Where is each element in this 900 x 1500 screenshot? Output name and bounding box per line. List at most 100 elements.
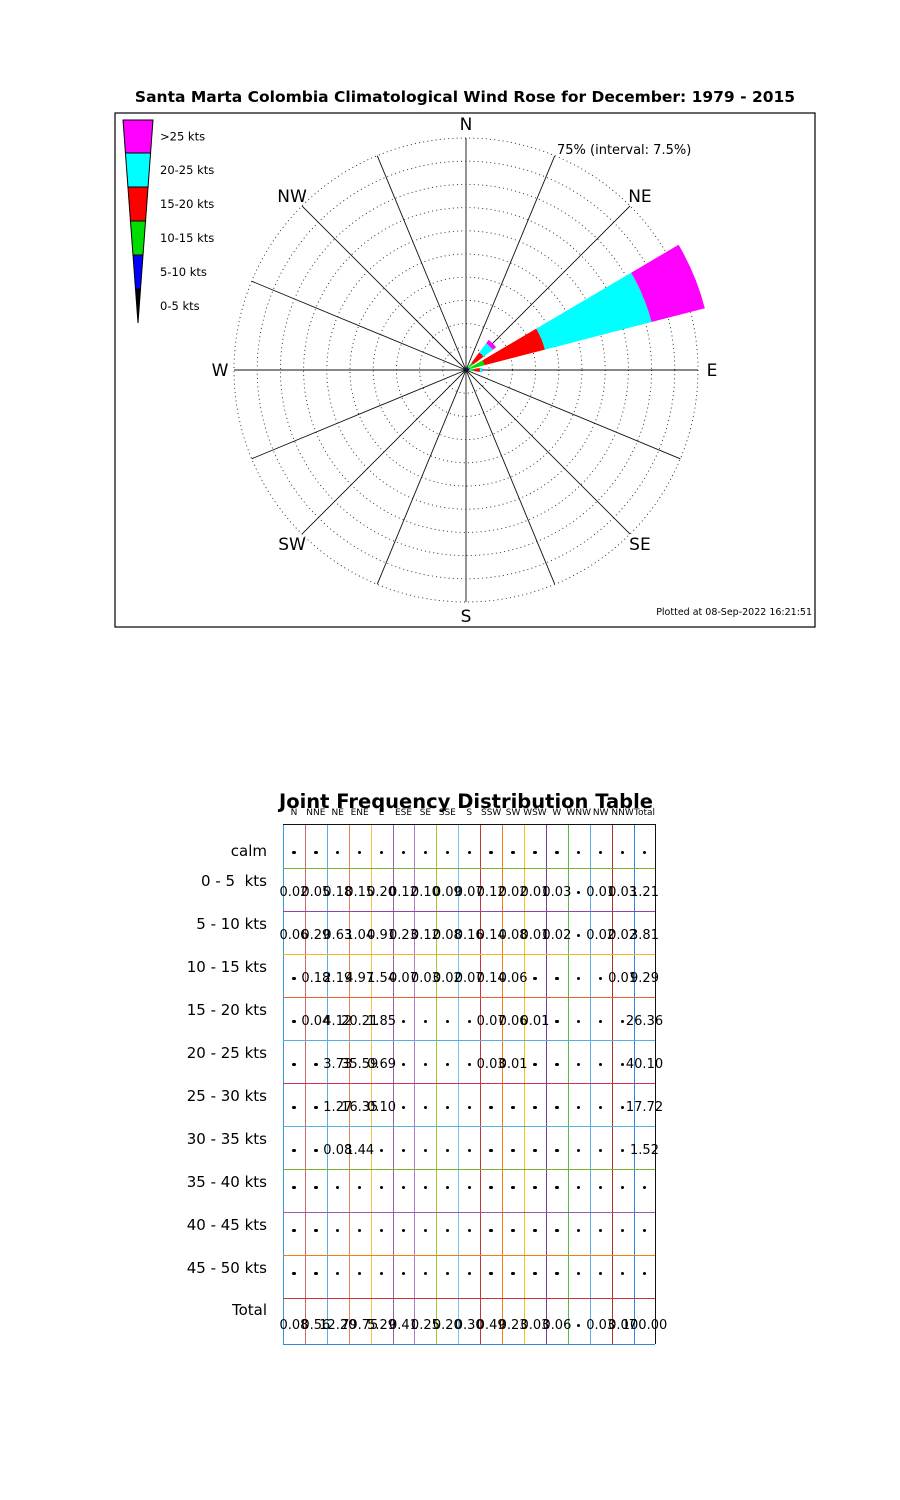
grid-spoke [251,369,467,460]
table-cell-dot [577,1020,581,1024]
table-cell-dot [379,1149,384,1153]
compass-label-S: S [461,607,472,627]
table-cell: 0.49 [476,1318,506,1333]
table-cell: 0.03 [542,885,572,900]
grid-spoke [301,369,467,535]
table-cell: 0.18 [323,885,353,900]
table-cell: 12.20 [319,1318,357,1333]
table-cell-dot [642,1229,647,1233]
table-cell-dot [620,1186,625,1190]
table-cell-dot [533,1229,537,1233]
compass-label-NE: NE [628,187,651,207]
radial-axis-label: 75% (interval: 7.5%) [557,143,692,158]
table-cell: 0.07 [454,971,484,986]
column-header-NW: NW [592,808,609,818]
table-cell-dot [577,1186,581,1190]
table-cell: 16.35 [341,1100,379,1115]
table-cell-dot [467,851,471,855]
table-cell-dot [555,1186,559,1190]
table-cell: 1.44 [345,1143,375,1158]
table-cell-dot [511,851,515,855]
row-label-25---30-kts: 25 - 30 kts [186,1087,267,1105]
grid-hline [283,1126,656,1127]
table-cell: 0.02 [542,928,572,943]
table-cell-dot [577,851,581,855]
table-cell-dot [577,934,581,938]
table-cell: 0.06 [498,1014,528,1029]
table-cell: 26.36 [625,1014,664,1029]
table-cell-dot [423,1229,428,1233]
row-label-Total: Total [231,1301,267,1319]
table-cell: 0.01 [608,971,638,986]
plot-box [114,112,816,628]
grid-spoke [465,369,631,535]
grid-vline [480,824,482,1344]
row-label-35---40-kts: 35 - 40 kts [186,1173,267,1191]
table-cell: 0.15 [345,885,375,900]
table-cell-dot [489,1229,493,1233]
table-cell: 0.08 [498,928,528,943]
grid-spoke [376,155,467,371]
table-cell-dot [445,1063,450,1067]
table-cell-dot [292,977,296,981]
grid-hline [283,1040,656,1041]
column-header-SW: SW [505,808,521,818]
row-label-10---15-kts: 10 - 15 kts [186,958,267,976]
table-cell-dot [620,1149,625,1153]
table-cell: 0.01 [498,1057,528,1072]
table-cell-dot [379,1229,384,1233]
table-cell-dot [336,1272,340,1276]
column-header-SSE: SSE [438,808,456,818]
table-cell-dot [314,1229,318,1233]
table-cell: 0.06 [542,1318,572,1333]
rose-petal-ENE-4 [536,272,652,350]
table-cell-dot [292,1229,296,1233]
table-cell: 79.75 [341,1318,379,1333]
grid-vline [392,824,394,1344]
grid-hline [283,1212,656,1213]
row-label-45---50-kts: 45 - 50 kts [186,1259,267,1277]
table-cell: 0.02 [279,885,309,900]
table-cell-dot [467,1063,471,1067]
rose-petal-ENE-5 [631,244,705,323]
column-header-NNW: NNW [611,808,634,818]
table-cell-dot [314,1106,318,1110]
table-cell: 0.12 [389,885,418,900]
table-cell-dot [577,977,581,981]
table-cell: 0.01 [520,928,550,943]
table-cell-dot [336,1229,340,1233]
grid-spoke [465,369,681,460]
column-header-Total: Total [633,808,656,818]
column-header-S: S [466,808,473,818]
table-cell-dot [511,1106,515,1110]
wind-rose-title: Santa Marta Colombia Climatological Wind… [134,88,796,106]
table-cell-dot [292,1149,296,1153]
grid-hline [283,1344,656,1345]
table-cell-dot [467,1149,471,1153]
grid-hline [283,868,656,869]
table-cell-dot [533,851,537,855]
table-cell-dot [292,1186,296,1190]
grid-vline [436,824,438,1344]
table-cell-dot [445,1229,450,1233]
table-cell-dot [467,1272,471,1276]
table-cell-dot [620,1229,625,1233]
table-cell-dot [511,1229,515,1233]
column-header-E: E [378,808,385,818]
table-cell-dot [401,1149,406,1153]
grid-spoke [465,205,631,371]
table-cell: 0.20 [432,1318,462,1333]
table-cell: 20.21 [341,1014,379,1029]
table-cell: 0.07 [454,885,484,900]
table-cell-dot [379,1272,384,1276]
table-cell-dot [401,1063,406,1067]
table-cell-dot [423,851,428,855]
table-cell: 0.56 [301,1318,331,1333]
table-cell: 1.04 [345,928,375,943]
table-cell: 100.00 [621,1318,668,1333]
table-cell-dot [292,1106,296,1110]
column-header-NNE: NNE [306,808,326,818]
legend-label: 20-25 kts [160,163,214,177]
grid-spoke [301,205,467,371]
